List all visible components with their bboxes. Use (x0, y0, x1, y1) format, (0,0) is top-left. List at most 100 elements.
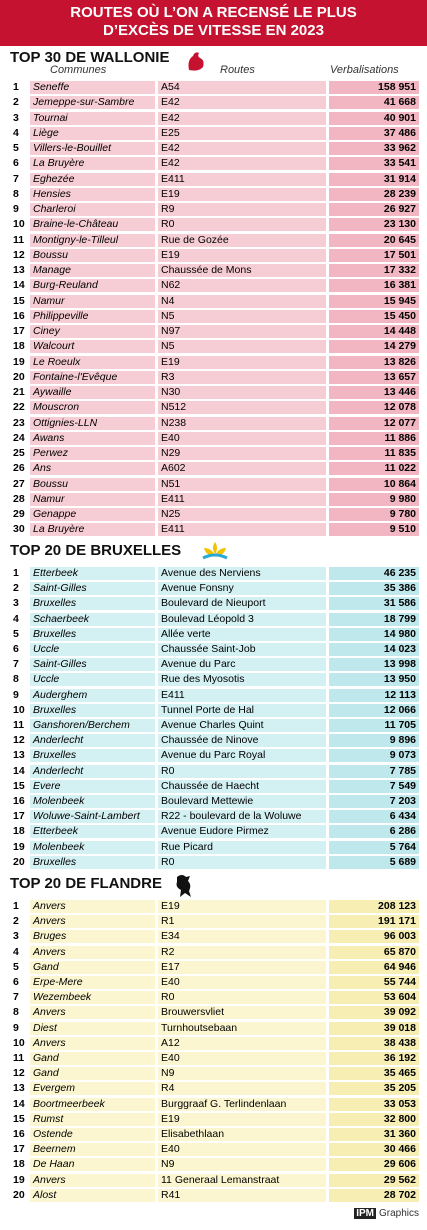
route: Chaussée Saint-Job (158, 643, 326, 656)
rank: 12 (13, 248, 25, 261)
route: R3 (158, 370, 326, 384)
rank: 22 (13, 401, 25, 414)
commune: Etterbeek (30, 567, 155, 580)
rank: 15 (13, 294, 25, 307)
rank: 9 (13, 1021, 19, 1034)
commune: La Bruyère (30, 523, 155, 537)
route: Allée verte (158, 627, 326, 641)
rank: 1 (13, 81, 19, 93)
route: Rue de Gozée (158, 233, 326, 247)
count: 35 205 (329, 1082, 419, 1096)
route: Avenue Eudore Pirmez (158, 825, 326, 839)
commune: Fontaine-l'Evêque (30, 370, 155, 384)
count: 14 279 (329, 340, 419, 354)
route: Chaussée de Mons (158, 264, 326, 277)
commune: Gand (30, 1052, 155, 1065)
route: E17 (158, 960, 326, 974)
count: 35 465 (329, 1067, 419, 1081)
commune: Anvers (30, 900, 155, 913)
route: Avenue Charles Quint (158, 719, 326, 732)
column-header: Communes (50, 64, 107, 76)
count: 65 870 (329, 945, 419, 959)
route: E411 (158, 688, 326, 702)
footer: IPM Graphics (354, 1208, 419, 1219)
route: R4 (158, 1082, 326, 1096)
count: 20 645 (329, 233, 419, 247)
count: 23 130 (329, 218, 419, 232)
route: R41 (158, 1188, 326, 1202)
header: ROUTES OÙ L’ON A RECENSÉ LE PLUS D’EXCÈS… (0, 0, 427, 46)
commune: Anvers (30, 1173, 155, 1187)
count: 11 886 (329, 431, 419, 445)
section-title: TOP 30 DE WALLONIE (10, 49, 170, 66)
route: A54 (158, 81, 326, 94)
count: 36 192 (329, 1052, 419, 1065)
count: 33 053 (329, 1097, 419, 1111)
count: 5 689 (329, 855, 419, 869)
commune: Jemeppe-sur-Sambre (30, 96, 155, 110)
commune: Molenbeek (30, 840, 155, 854)
route: R0 (158, 218, 326, 232)
route: E42 (158, 142, 326, 155)
rank: 4 (13, 945, 19, 958)
commune: Aywaille (30, 386, 155, 399)
count: 33 962 (329, 142, 419, 155)
count: 38 438 (329, 1036, 419, 1050)
commune: Hensies (30, 187, 155, 201)
rank: 18 (13, 1158, 25, 1171)
commune: Woluwe-Saint-Lambert (30, 810, 155, 824)
route: R1 (158, 915, 326, 929)
route: E19 (158, 1112, 326, 1126)
route: Chaussée de Ninove (158, 734, 326, 748)
rank: 1 (13, 567, 19, 579)
commune: Bruxelles (30, 703, 155, 717)
rank: 19 (13, 840, 25, 853)
route: N29 (158, 447, 326, 460)
route: N512 (158, 401, 326, 415)
rank: 6 (13, 643, 19, 655)
rank: 13 (13, 749, 25, 762)
count: 13 950 (329, 673, 419, 687)
rank: 7 (13, 172, 19, 185)
rank: 15 (13, 779, 25, 792)
count: 53 604 (329, 991, 419, 1005)
rank: 20 (13, 370, 25, 383)
commune: Alost (30, 1188, 155, 1202)
count: 9 896 (329, 734, 419, 748)
commune: Ganshoren/Berchem (30, 719, 155, 732)
count: 32 800 (329, 1112, 419, 1126)
count: 7 203 (329, 795, 419, 808)
count: 40 901 (329, 111, 419, 125)
commune: Perwez (30, 447, 155, 460)
route: N9 (158, 1067, 326, 1081)
count: 11 705 (329, 719, 419, 732)
rank: 12 (13, 1067, 25, 1080)
commune: Bruxelles (30, 855, 155, 869)
rank: 10 (13, 703, 25, 716)
commune: Montigny-le-Tilleul (30, 233, 155, 247)
route: Brouwersvliet (158, 1006, 326, 1020)
rank: 25 (13, 447, 25, 459)
rank: 23 (13, 416, 25, 429)
route: N51 (158, 477, 326, 491)
count: 46 235 (329, 567, 419, 580)
route: N238 (158, 416, 326, 430)
rank: 14 (13, 1097, 25, 1110)
rank: 3 (13, 930, 19, 943)
count: 29 606 (329, 1158, 419, 1172)
commune: De Haan (30, 1158, 155, 1172)
rank: 20 (13, 1188, 25, 1201)
commune: Tournai (30, 111, 155, 125)
rank: 24 (13, 431, 25, 444)
commune: Charleroi (30, 203, 155, 216)
route: E19 (158, 248, 326, 262)
count: 12 078 (329, 401, 419, 415)
rank: 5 (13, 960, 19, 973)
commune: Philippeville (30, 309, 155, 323)
commune: Bruges (30, 930, 155, 944)
commune: Namur (30, 294, 155, 308)
count: 16 381 (329, 279, 419, 293)
commune: Uccle (30, 643, 155, 656)
rank: 2 (13, 96, 19, 109)
